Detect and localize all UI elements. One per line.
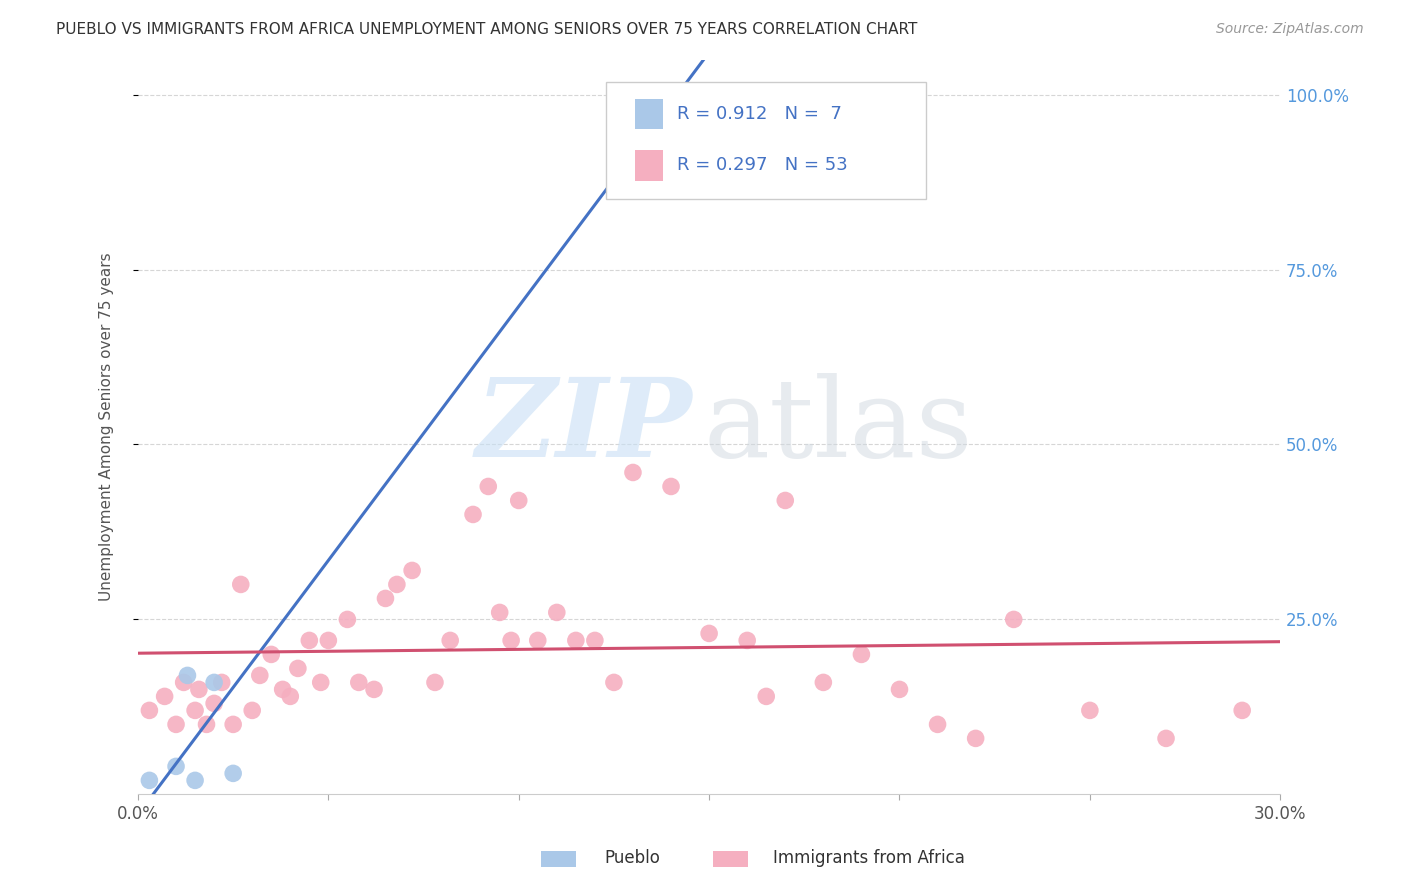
Point <box>477 479 499 493</box>
Point <box>659 479 682 493</box>
Point <box>927 717 949 731</box>
Point <box>965 731 987 746</box>
Point <box>621 466 644 480</box>
Point <box>187 682 209 697</box>
Point <box>526 633 548 648</box>
Text: Source: ZipAtlas.com: Source: ZipAtlas.com <box>1216 22 1364 37</box>
Point <box>401 564 423 578</box>
Point <box>271 682 294 697</box>
Point <box>202 697 225 711</box>
Point <box>202 675 225 690</box>
Point <box>298 633 321 648</box>
Text: R = 0.297   N = 53: R = 0.297 N = 53 <box>678 156 848 175</box>
Point <box>260 648 283 662</box>
FancyBboxPatch shape <box>606 82 927 199</box>
Point <box>240 703 263 717</box>
Point <box>195 717 218 731</box>
Point <box>1078 703 1101 717</box>
Point <box>439 633 461 648</box>
Point <box>385 577 408 591</box>
Point <box>229 577 252 591</box>
Point <box>278 690 301 704</box>
Point <box>374 591 396 606</box>
Point <box>659 87 682 102</box>
Point <box>138 773 160 788</box>
Point <box>813 675 835 690</box>
Point <box>603 675 626 690</box>
Point <box>165 759 187 773</box>
Point <box>889 682 911 697</box>
Text: Pueblo: Pueblo <box>605 849 661 867</box>
Point <box>138 703 160 717</box>
Point <box>336 612 359 626</box>
Point <box>309 675 332 690</box>
Point <box>488 606 510 620</box>
Point <box>173 675 195 690</box>
Point <box>222 766 245 780</box>
FancyBboxPatch shape <box>636 150 664 181</box>
Point <box>249 668 271 682</box>
Point <box>318 633 340 648</box>
Point <box>176 668 198 682</box>
Point <box>565 633 588 648</box>
Point <box>546 606 568 620</box>
Point <box>1230 703 1253 717</box>
Point <box>211 675 233 690</box>
Point <box>508 493 530 508</box>
Point <box>184 703 207 717</box>
Point <box>222 717 245 731</box>
Point <box>153 690 176 704</box>
FancyBboxPatch shape <box>636 98 664 129</box>
Point <box>461 508 484 522</box>
Point <box>363 682 385 697</box>
Point <box>697 626 720 640</box>
Point <box>423 675 446 690</box>
Point <box>165 717 187 731</box>
Point <box>287 661 309 675</box>
Y-axis label: Unemployment Among Seniors over 75 years: Unemployment Among Seniors over 75 years <box>100 252 114 601</box>
Text: PUEBLO VS IMMIGRANTS FROM AFRICA UNEMPLOYMENT AMONG SENIORS OVER 75 YEARS CORREL: PUEBLO VS IMMIGRANTS FROM AFRICA UNEMPLO… <box>56 22 918 37</box>
Point <box>184 773 207 788</box>
Point <box>1002 612 1025 626</box>
Text: atlas: atlas <box>703 374 973 481</box>
Text: R = 0.912   N =  7: R = 0.912 N = 7 <box>678 105 842 123</box>
Point <box>501 633 523 648</box>
Text: Immigrants from Africa: Immigrants from Africa <box>773 849 965 867</box>
Point <box>851 648 873 662</box>
Point <box>583 633 606 648</box>
Point <box>755 690 778 704</box>
Point <box>347 675 370 690</box>
Point <box>735 633 758 648</box>
Text: ZIP: ZIP <box>475 373 692 481</box>
Point <box>1154 731 1177 746</box>
Point <box>775 493 797 508</box>
